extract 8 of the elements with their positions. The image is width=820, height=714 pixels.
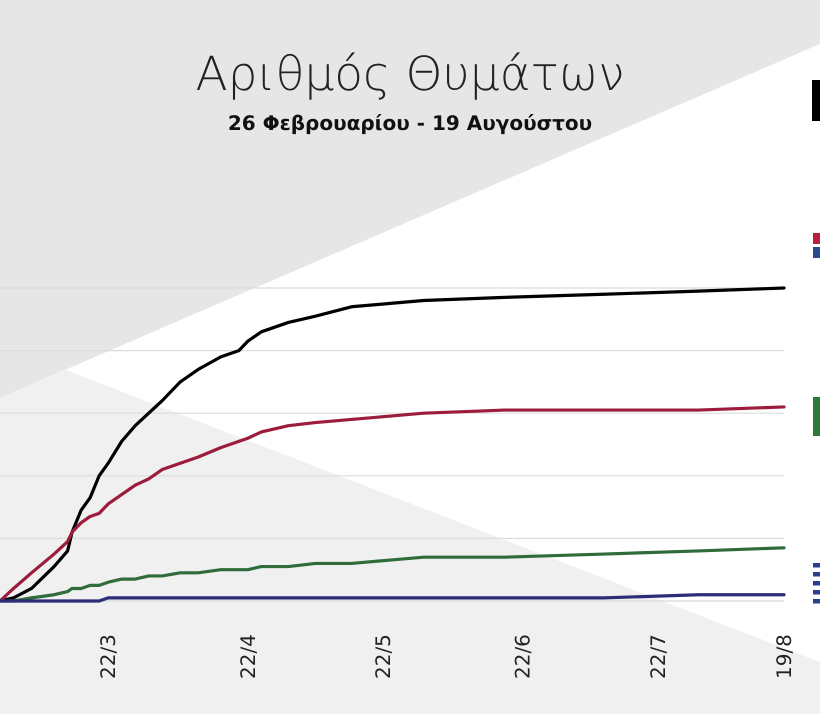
x-tick-label: 22/5 [370, 634, 395, 679]
chart-title: Αριθμός Θυμάτων [195, 47, 625, 102]
x-tick-label: 19/8 [772, 634, 796, 679]
x-tick-label: 22/6 [510, 634, 535, 679]
x-tick-label: 22/3 [96, 634, 120, 679]
chart-subtitle: 26 Φεβρουαρίου - 19 Αυγούστου [228, 111, 592, 135]
x-tick-label: 22/4 [236, 634, 260, 679]
x-tick-label: 22/7 [646, 634, 670, 679]
